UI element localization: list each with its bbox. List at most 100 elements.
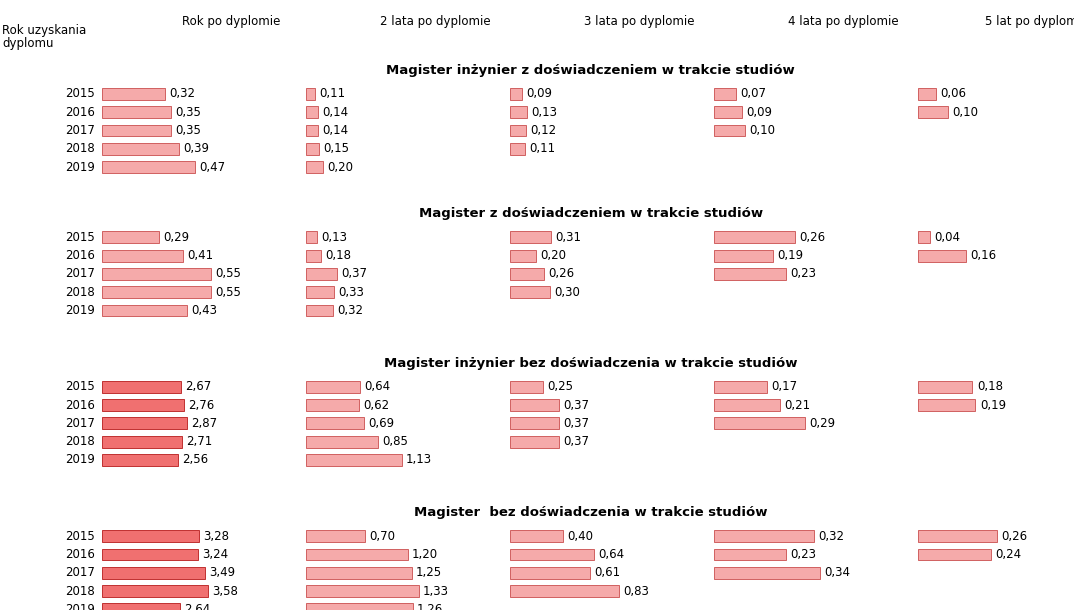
Text: 0,09: 0,09 [526, 87, 552, 101]
Text: 0,07: 0,07 [740, 87, 767, 101]
Text: 2015: 2015 [64, 529, 95, 543]
Bar [510, 399, 558, 411]
Text: 2,56: 2,56 [183, 453, 208, 467]
Text: 0,47: 0,47 [199, 160, 226, 174]
Text: 3 lata po dyplomie: 3 lata po dyplomie [584, 15, 694, 28]
Text: 2015: 2015 [64, 231, 95, 244]
Bar [102, 231, 159, 243]
Text: dyplomu: dyplomu [2, 37, 54, 49]
Bar [102, 268, 211, 280]
Text: 0,37: 0,37 [563, 417, 590, 430]
Bar [510, 530, 563, 542]
Text: 0,14: 0,14 [322, 124, 348, 137]
Text: 2018: 2018 [64, 285, 95, 299]
Text: 0,14: 0,14 [322, 106, 348, 119]
Bar [510, 231, 551, 243]
Text: 1,26: 1,26 [417, 603, 444, 610]
Text: 0,39: 0,39 [184, 142, 209, 156]
Text: 0,24: 0,24 [995, 548, 1021, 561]
Bar [714, 417, 804, 429]
Text: 0,16: 0,16 [971, 249, 997, 262]
Bar [306, 161, 323, 173]
Text: 0,32: 0,32 [337, 304, 363, 317]
Bar [918, 399, 975, 411]
Bar [510, 436, 558, 448]
Text: 0,35: 0,35 [175, 124, 201, 137]
Text: 0,37: 0,37 [342, 267, 367, 281]
Text: 0,12: 0,12 [531, 124, 556, 137]
Text: Magister inżynier z doświadczeniem w trakcie studiów: Magister inżynier z doświadczeniem w tra… [387, 64, 795, 77]
Bar [102, 143, 179, 155]
Bar [306, 417, 364, 429]
Text: 0,32: 0,32 [818, 529, 844, 543]
Bar [102, 417, 187, 429]
Text: 0,32: 0,32 [170, 87, 195, 101]
Bar [306, 124, 318, 137]
Text: 0,09: 0,09 [746, 106, 772, 119]
Text: 0,85: 0,85 [382, 435, 408, 448]
Bar [510, 268, 545, 280]
Bar [306, 143, 319, 155]
Bar [306, 436, 378, 448]
Bar [306, 106, 318, 118]
Bar [510, 143, 524, 155]
Bar [510, 567, 591, 579]
Bar [102, 381, 182, 393]
Text: 2017: 2017 [64, 417, 95, 430]
Bar [306, 249, 321, 262]
Bar [918, 530, 997, 542]
Text: 2 lata po dyplomie: 2 lata po dyplomie [379, 15, 491, 28]
Text: 2017: 2017 [64, 267, 95, 281]
Text: 3,24: 3,24 [202, 548, 229, 561]
Text: 2019: 2019 [64, 603, 95, 610]
Text: 2016: 2016 [64, 249, 95, 262]
Text: 0,62: 0,62 [363, 398, 389, 412]
Bar [714, 124, 745, 137]
Bar [306, 399, 359, 411]
Bar [306, 548, 407, 561]
Text: 2019: 2019 [64, 304, 95, 317]
Text: 2015: 2015 [64, 380, 95, 393]
Text: Magister inżynier bez doświadczenia w trakcie studiów: Magister inżynier bez doświadczenia w tr… [383, 357, 798, 370]
Bar [714, 399, 780, 411]
Bar [714, 567, 821, 579]
Bar [306, 454, 402, 466]
Text: 0,18: 0,18 [325, 249, 351, 262]
Text: 0,41: 0,41 [187, 249, 214, 262]
Bar [510, 286, 550, 298]
Text: 0,55: 0,55 [215, 285, 241, 299]
Bar [102, 548, 198, 561]
Text: Magister z doświadczeniem w trakcie studiów: Magister z doświadczeniem w trakcie stud… [419, 207, 763, 220]
Bar [306, 567, 411, 579]
Text: 0,55: 0,55 [215, 267, 241, 281]
Text: 2019: 2019 [64, 160, 95, 174]
Bar [102, 124, 171, 137]
Text: 1,33: 1,33 [423, 584, 449, 598]
Bar [102, 585, 208, 597]
Bar [918, 249, 967, 262]
Bar [714, 548, 786, 561]
Bar [306, 304, 333, 317]
Text: 1,25: 1,25 [416, 566, 442, 580]
Bar [510, 124, 526, 137]
Text: 2015: 2015 [64, 87, 95, 101]
Bar [510, 88, 522, 100]
Bar [102, 399, 184, 411]
Text: 0,11: 0,11 [528, 142, 555, 156]
Text: 0,35: 0,35 [175, 106, 201, 119]
Bar [714, 381, 767, 393]
Text: 2,87: 2,87 [191, 417, 217, 430]
Text: 0,29: 0,29 [809, 417, 834, 430]
Text: 0,37: 0,37 [563, 435, 590, 448]
Bar [102, 106, 171, 118]
Bar [102, 454, 178, 466]
Text: 0,33: 0,33 [338, 285, 364, 299]
Text: 0,29: 0,29 [163, 231, 190, 244]
Bar [102, 161, 194, 173]
Text: 4 lata po dyplomie: 4 lata po dyplomie [787, 15, 899, 28]
Bar [102, 436, 183, 448]
Text: 0,13: 0,13 [321, 231, 347, 244]
Text: 0,10: 0,10 [953, 106, 978, 119]
Text: 2016: 2016 [64, 548, 95, 561]
Bar [510, 249, 536, 262]
